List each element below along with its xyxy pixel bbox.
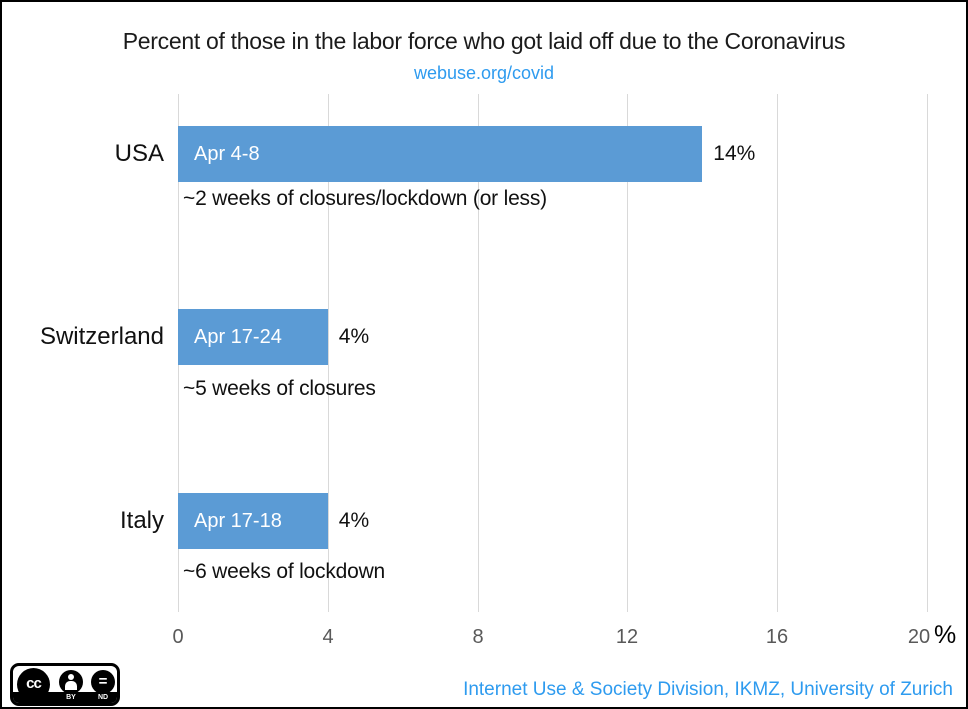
footer-credit-link[interactable]: Internet Use & Society Division, IKMZ, U…	[463, 679, 953, 700]
bar-note-usa: ~2 weeks of closures/lockdown (or less)	[183, 187, 547, 210]
x-tick: 4	[322, 626, 334, 648]
cc-license-badge[interactable]: cc = BY ND	[10, 663, 120, 706]
gridline	[627, 94, 629, 612]
x-tick: 0	[172, 626, 184, 648]
category-label-usa: USA	[114, 140, 164, 167]
bar-note-switzerland: ~5 weeks of closures	[183, 377, 376, 400]
chart-subtitle-link[interactable]: webuse.org/covid	[413, 63, 555, 83]
gridline	[777, 94, 779, 612]
cc-nd-equals-icon: =	[91, 670, 115, 694]
gridline	[927, 94, 928, 612]
bar-note-italy: ~6 weeks of lockdown	[183, 560, 386, 583]
x-tick: 20	[907, 626, 931, 648]
cc-badge-strip	[13, 692, 117, 703]
x-tick: 16	[765, 626, 789, 648]
plot-area: Apr 4-8 14% ~2 weeks of closures/lockdow…	[178, 94, 928, 612]
bar-value-italy: 4%	[338, 509, 370, 532]
x-axis-percent-label: %	[934, 621, 957, 649]
x-tick: 12	[615, 626, 639, 648]
chart-title: Percent of those in the labor force who …	[122, 28, 846, 54]
cc-logo-icon: cc	[17, 668, 50, 701]
gridline	[477, 94, 479, 612]
bar-italy: Apr 17-18	[178, 493, 328, 549]
cc-by-person-icon	[59, 670, 83, 694]
category-label-italy: Italy	[119, 507, 164, 534]
cc-nd-label: ND	[97, 694, 109, 701]
cc-by-label: BY	[66, 694, 76, 701]
gridline	[327, 94, 329, 612]
category-label-switzerland: Switzerland	[39, 323, 164, 350]
bar-switzerland: Apr 17-24	[178, 309, 328, 365]
bar-usa: Apr 4-8	[178, 126, 703, 182]
x-tick: 8	[472, 626, 484, 648]
bar-value-usa: 14%	[713, 142, 756, 165]
bar-value-switzerland: 4%	[338, 325, 370, 348]
